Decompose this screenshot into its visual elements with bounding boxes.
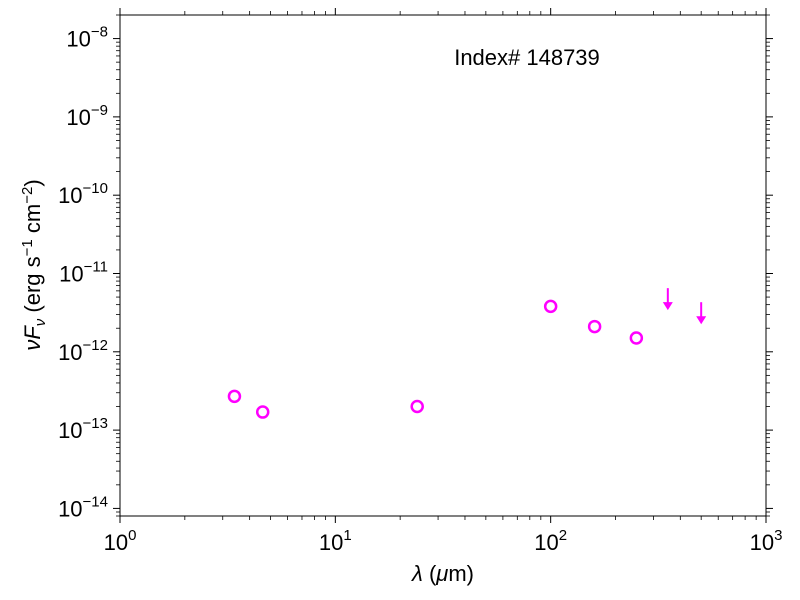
x-tick-label: 100 <box>104 527 137 555</box>
y-tick-label: 10−11 <box>59 258 108 286</box>
plot-area <box>119 14 767 517</box>
y-tick-label: 10−8 <box>66 24 108 52</box>
y-tick-label: 10−14 <box>58 493 108 521</box>
data-point-marker <box>543 299 558 314</box>
data-point-marker <box>227 389 242 404</box>
y-tick-labels: 10−14 10−13 10−12 10−11 10−10 10−9 10−8 <box>58 24 108 522</box>
upper-limit-marker <box>696 302 707 325</box>
x-tick-label: 103 <box>750 527 783 555</box>
axis-ticks <box>113 8 773 523</box>
x-tick-labels: 100 101 102 103 <box>104 527 783 555</box>
y-tick-label: 10−9 <box>66 102 108 130</box>
upper-limit-marker <box>662 288 673 311</box>
data-point-marker <box>587 319 602 334</box>
y-axis-label: νFν (erg s−1 cm−2) <box>19 179 49 350</box>
x-tick-label: 101 <box>319 527 352 555</box>
y-tick-label: 10−10 <box>58 180 108 208</box>
x-axis-label: λ (μm) <box>411 561 474 586</box>
data-markers <box>227 288 707 419</box>
data-point-marker <box>255 405 270 419</box>
annotation-text: Index# 148739 <box>454 45 600 70</box>
data-point-marker <box>410 399 424 414</box>
y-tick-label: 10−13 <box>58 415 108 443</box>
data-point-marker <box>629 331 644 345</box>
y-tick-label: 10−12 <box>58 337 108 365</box>
x-tick-label: 102 <box>534 527 567 555</box>
